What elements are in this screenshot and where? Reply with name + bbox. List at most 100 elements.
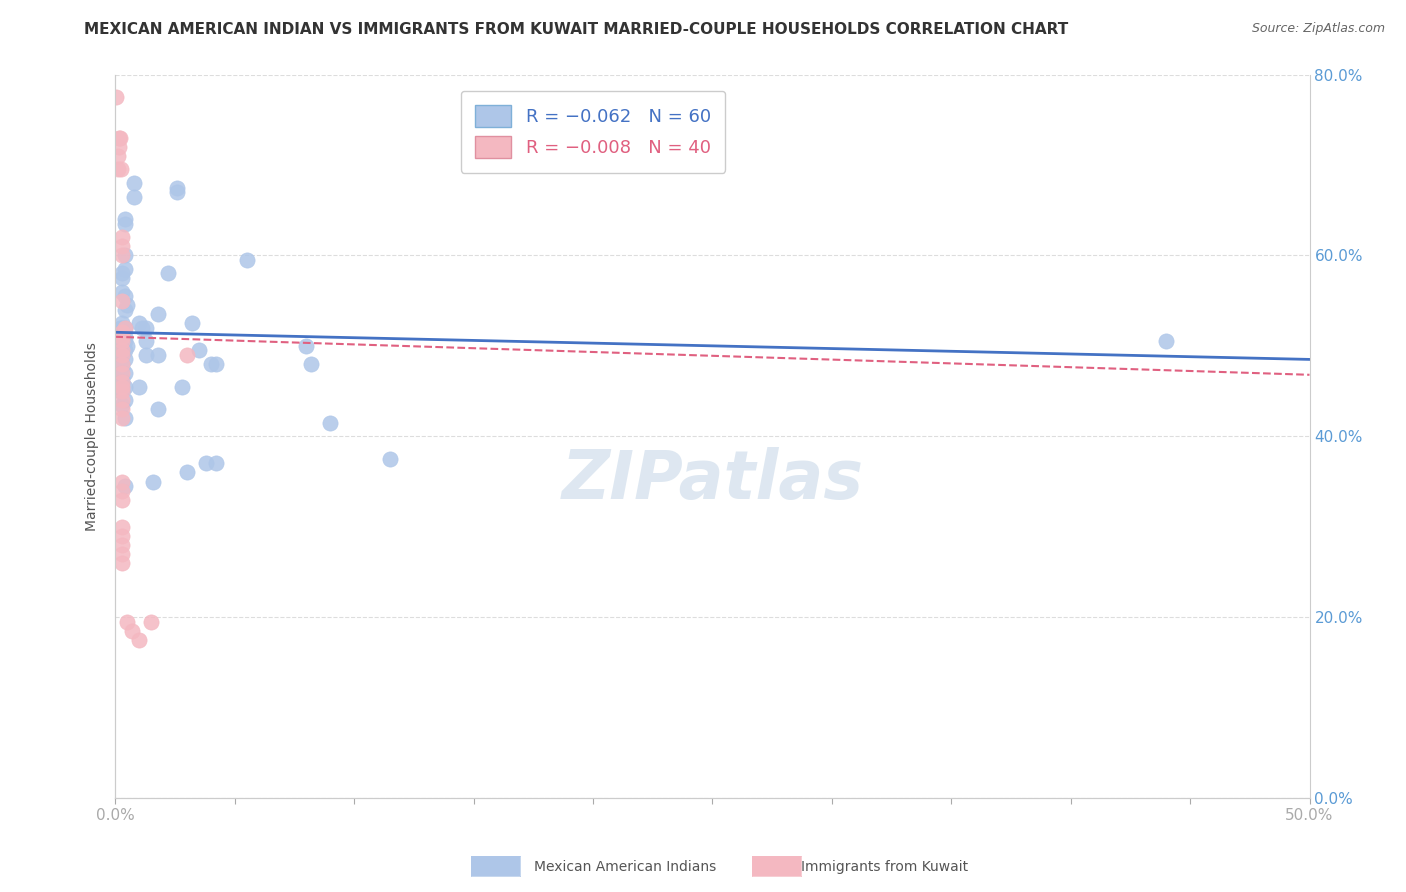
Point	[172, 379, 194, 393]
Point	[114, 248, 136, 262]
Point	[148, 402, 170, 417]
Point	[115, 339, 138, 353]
Point	[111, 393, 134, 408]
Point	[114, 320, 136, 334]
Y-axis label: Married-couple Households: Married-couple Households	[86, 342, 100, 531]
Point	[111, 334, 134, 349]
Point	[124, 176, 146, 190]
Point	[176, 348, 198, 362]
Point	[110, 162, 132, 177]
Point	[111, 402, 134, 417]
Point	[111, 384, 134, 398]
Point	[156, 267, 179, 281]
Point	[148, 307, 170, 321]
Point	[114, 352, 136, 367]
Point	[114, 334, 136, 349]
Point	[200, 357, 222, 371]
Point	[166, 180, 188, 194]
Point	[128, 379, 150, 393]
Point	[114, 320, 136, 334]
Text: MEXICAN AMERICAN INDIAN VS IMMIGRANTS FROM KUWAIT MARRIED-COUPLE HOUSEHOLDS CORR: MEXICAN AMERICAN INDIAN VS IMMIGRANTS FR…	[84, 22, 1069, 37]
Point	[107, 357, 129, 371]
Legend: R = −0.062   N = 60, R = −0.008   N = 40: R = −0.062 N = 60, R = −0.008 N = 40	[461, 91, 725, 173]
Point	[108, 384, 131, 398]
Point	[148, 348, 170, 362]
Point	[111, 357, 134, 371]
Point	[111, 293, 134, 308]
Point	[111, 357, 134, 371]
Point	[115, 298, 138, 312]
Point	[195, 457, 218, 471]
Point	[111, 348, 134, 362]
Point	[108, 366, 131, 380]
Point	[114, 411, 136, 425]
Point	[166, 185, 188, 199]
Point	[111, 285, 134, 299]
Point	[107, 149, 129, 163]
Point	[108, 131, 131, 145]
Point	[135, 334, 157, 349]
Point	[135, 320, 157, 334]
Point	[111, 248, 134, 262]
Point	[114, 330, 136, 344]
Point	[111, 492, 134, 507]
Text: ZIPatlas: ZIPatlas	[561, 447, 863, 513]
Point	[131, 320, 153, 334]
Point	[114, 343, 136, 358]
Point	[295, 339, 318, 353]
Point	[139, 615, 162, 629]
Point	[111, 384, 134, 398]
Point	[111, 316, 134, 330]
Point	[111, 398, 134, 412]
Point	[176, 466, 198, 480]
Point	[114, 212, 136, 227]
Point	[111, 230, 134, 244]
Point	[204, 457, 226, 471]
Point	[107, 162, 129, 177]
Point	[114, 217, 136, 231]
Text: Mexican American Indians: Mexican American Indians	[534, 860, 717, 874]
Point	[111, 343, 134, 358]
Text: Immigrants from Kuwait: Immigrants from Kuwait	[801, 860, 969, 874]
Point	[114, 479, 136, 493]
Point	[111, 267, 134, 281]
Point	[108, 352, 131, 367]
Point	[108, 320, 131, 334]
Point	[111, 348, 134, 362]
Point	[124, 189, 146, 203]
Point	[115, 615, 138, 629]
Point	[135, 348, 157, 362]
Point	[108, 330, 131, 344]
Point	[107, 370, 129, 384]
Point	[111, 326, 134, 340]
Point	[111, 366, 134, 380]
Point	[235, 252, 257, 267]
Point	[111, 538, 134, 552]
Point	[107, 379, 129, 393]
Point	[111, 361, 134, 376]
Point	[111, 320, 134, 334]
Point	[114, 302, 136, 317]
Point	[111, 330, 134, 344]
Point	[114, 366, 136, 380]
Point	[111, 520, 134, 534]
Point	[128, 632, 150, 647]
Point	[107, 339, 129, 353]
Point	[142, 475, 165, 489]
Point	[299, 357, 322, 371]
Point	[111, 375, 134, 389]
Point	[111, 483, 134, 498]
Point	[108, 140, 131, 154]
Point	[111, 556, 134, 570]
Point	[121, 624, 143, 638]
Point	[319, 416, 342, 430]
Point	[111, 239, 134, 253]
Point	[111, 343, 134, 358]
Point	[111, 475, 134, 489]
Point	[111, 529, 134, 543]
Point	[108, 375, 131, 389]
Point	[111, 370, 134, 384]
Point	[105, 90, 128, 104]
Point	[114, 379, 136, 393]
Point	[111, 334, 134, 349]
